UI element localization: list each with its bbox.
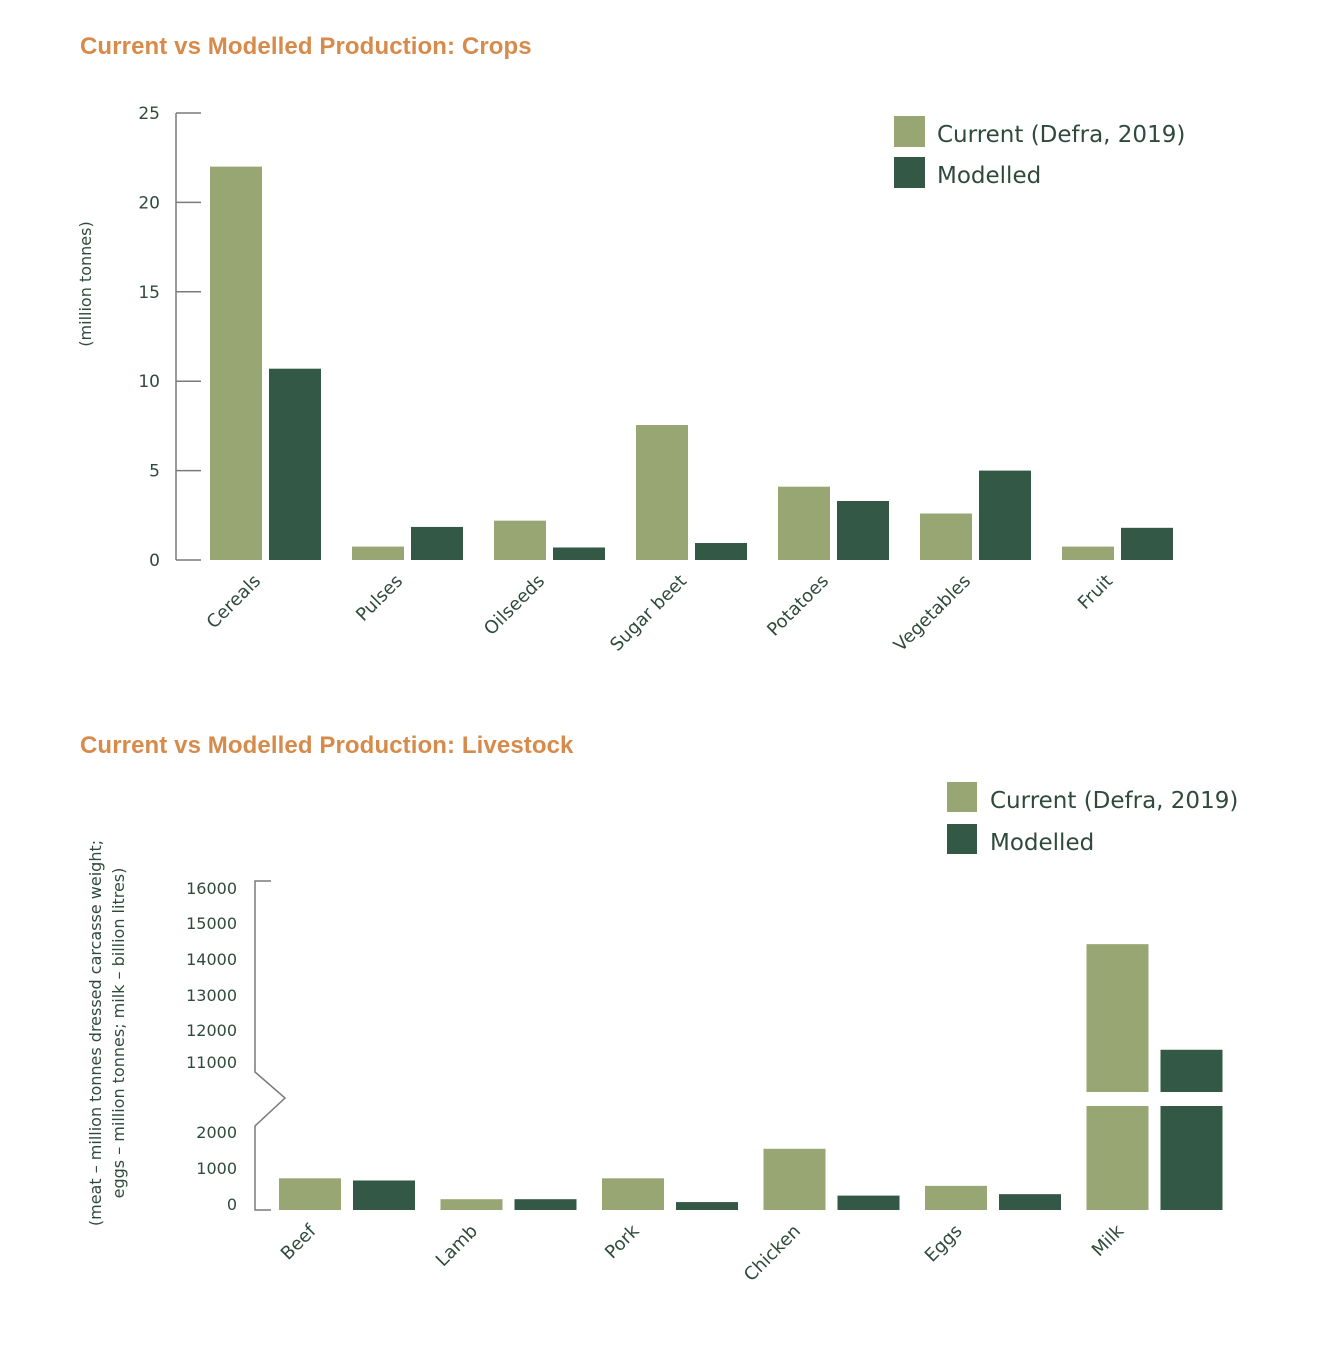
x-tick-label: Potatoes	[763, 571, 833, 641]
y-tick-label: 16000	[186, 879, 237, 898]
y-tick-label: 14000	[186, 950, 237, 969]
y-tick-label: 25	[138, 104, 160, 124]
bar-potatoes-current	[778, 486, 830, 560]
x-tick-label: Oilseeds	[480, 571, 549, 640]
y-tick-label: 11000	[186, 1053, 237, 1072]
legend-swatch-modelled	[894, 157, 925, 188]
bar-potatoes-modelled	[837, 500, 889, 560]
x-tick-label: Milk	[1088, 1220, 1129, 1261]
bar-sugar-beet-current	[636, 425, 688, 560]
crops-bar-chart: 0 5 10 15 20 25 (million tonnes) Cereals Pulses O…	[76, 104, 1185, 656]
x-tick-label: Pulses	[352, 571, 407, 626]
bar-sugar-beet-modelled	[695, 543, 747, 560]
y-tick-label: 10	[138, 372, 160, 392]
bar-eggs-modelled	[999, 1194, 1061, 1210]
x-tick-label: Vegetables	[890, 571, 975, 656]
y-tick-label: 20	[138, 193, 160, 213]
x-tick-label: Chicken	[740, 1221, 805, 1286]
legend-swatch-current	[947, 782, 977, 812]
legend-swatch-modelled	[947, 824, 977, 854]
legend-swatch-current	[894, 116, 925, 147]
y-axis-label-line-1: (meat – million tonnes dressed carcasse …	[86, 840, 105, 1226]
x-tick-label: Pork	[601, 1220, 644, 1263]
y-tick-label: 15	[138, 283, 160, 303]
legend-label: Current (Defra, 2019)	[990, 788, 1238, 814]
bar-lamb-modelled	[514, 1199, 577, 1210]
bar-milk-current-lower	[1086, 1106, 1149, 1210]
bar-pulses-modelled	[411, 526, 463, 560]
x-tick-label: Sugar beet	[606, 571, 691, 656]
bar-chicken-current	[763, 1148, 826, 1210]
y-axis-label: (million tonnes)	[76, 221, 95, 346]
bar-fruit-modelled	[1121, 527, 1173, 560]
x-tick-label: Cereals	[203, 571, 265, 633]
y-tick-label: 15000	[186, 914, 237, 933]
legend-label: Current (Defra, 2019)	[937, 122, 1185, 148]
x-tick-label: Fruit	[1074, 571, 1117, 614]
bar-cereals-current	[210, 166, 262, 560]
bar-lamb-current	[440, 1199, 503, 1210]
bar-fruit-current	[1062, 546, 1114, 560]
y-tick-label: 2000	[196, 1123, 237, 1142]
chart-title-livestock: Current vs Modelled Production: Livestoc…	[80, 732, 574, 759]
y-tick-label: 5	[149, 462, 160, 482]
bar-pork-current	[602, 1178, 664, 1210]
legend-label: Modelled	[990, 830, 1094, 856]
x-tick-label: Lamb	[432, 1221, 482, 1271]
bar-cereals-modelled	[269, 368, 321, 560]
bar-pulses-current	[352, 546, 404, 560]
y-tick-label: 12000	[186, 1021, 237, 1040]
y-axis-line-with-break	[254, 880, 287, 1211]
bar-oilseeds-modelled	[553, 547, 605, 560]
bar-vegetables-modelled	[979, 470, 1031, 560]
bar-milk-modelled-upper	[1160, 1049, 1223, 1092]
y-tick-label: 0	[227, 1195, 237, 1214]
bar-beef-current	[279, 1178, 341, 1210]
bar-pork-modelled	[676, 1202, 738, 1210]
bar-milk-modelled-lower	[1160, 1106, 1223, 1210]
bar-oilseeds-current	[494, 520, 546, 560]
bar-chicken-modelled	[837, 1195, 900, 1210]
chart-title-crops: Current vs Modelled Production: Crops	[80, 33, 532, 60]
bar-eggs-current	[925, 1185, 987, 1210]
y-tick-label: 13000	[186, 986, 237, 1005]
x-tick-label: Beef	[277, 1220, 321, 1264]
y-tick-label: 1000	[196, 1159, 237, 1178]
bar-milk-current-upper	[1086, 944, 1149, 1092]
legend-label: Modelled	[937, 163, 1041, 189]
y-axis-label-line-2: eggs – million tonnes; milk – billion li…	[109, 868, 128, 1199]
bar-beef-modelled	[353, 1180, 415, 1210]
bar-vegetables-current	[920, 513, 972, 560]
y-tick-label: 0	[149, 551, 160, 571]
x-tick-label: Eggs	[921, 1221, 967, 1267]
